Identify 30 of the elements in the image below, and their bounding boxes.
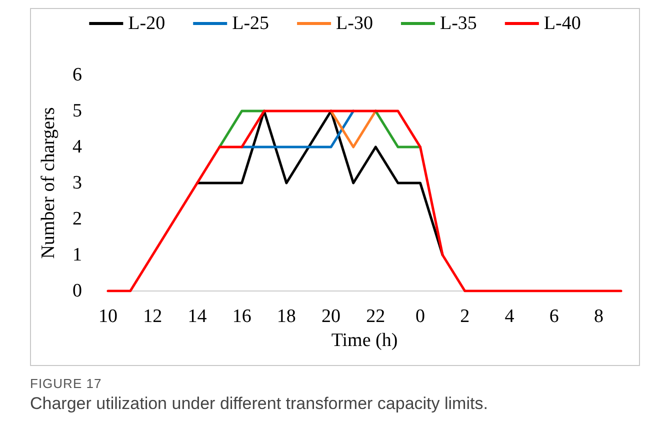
x-tick-label: 8 xyxy=(594,306,604,327)
x-tick-label: 22 xyxy=(366,306,386,327)
x-tick-label: 10 xyxy=(98,306,118,327)
y-tick-label: 5 xyxy=(72,100,82,122)
y-tick-label: 3 xyxy=(72,172,82,194)
x-tick-label: 14 xyxy=(188,306,208,327)
line-series xyxy=(196,110,444,256)
legend-label: L-25 xyxy=(232,13,270,34)
x-tick-label: 18 xyxy=(276,306,296,327)
text: Charger utilization under different transformer capacity limits. xyxy=(30,394,488,414)
x-tick-label: 12 xyxy=(143,306,162,327)
x-tick-label: 0 xyxy=(416,306,426,327)
caption: FIGURE 17 xyxy=(30,376,102,391)
x-tick-label: 4 xyxy=(504,306,515,327)
legend-label: L-40 xyxy=(544,13,581,34)
legend-label: L-30 xyxy=(336,13,373,34)
x-axis-title: Time (h) xyxy=(331,330,398,351)
y-tick-label: 2 xyxy=(72,208,82,230)
x-tick-label: 20 xyxy=(322,306,341,327)
legend-label: L-35 xyxy=(440,13,477,34)
legend-label: L-20 xyxy=(128,13,166,34)
x-tick-label: 2 xyxy=(460,306,470,327)
x-tick-label: 6 xyxy=(549,306,559,327)
y-tick-label: 4 xyxy=(72,136,82,158)
y-axis-title: Number of chargers xyxy=(38,107,59,259)
x-tick-label: 16 xyxy=(232,306,252,327)
y-tick-label: 0 xyxy=(72,280,82,302)
y-tick-label: 6 xyxy=(72,64,82,86)
line-series xyxy=(106,110,622,292)
y-tick-label: 1 xyxy=(72,244,82,266)
